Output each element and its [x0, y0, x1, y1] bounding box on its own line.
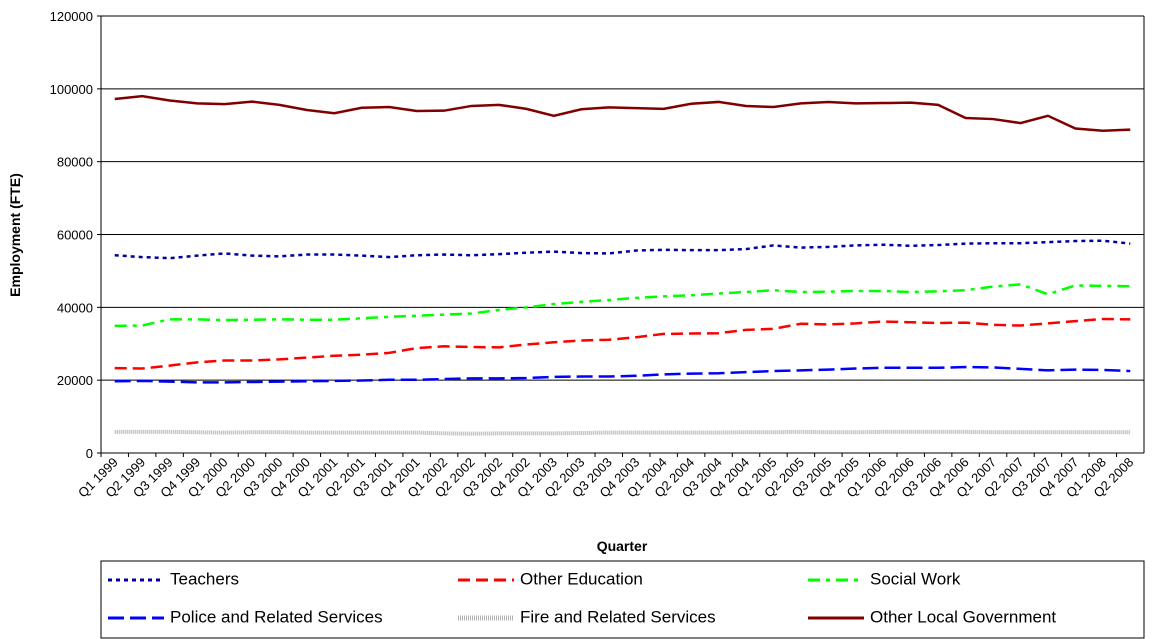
legend-label: Teachers — [170, 569, 239, 588]
y-axis-title: Employment (FTE) — [7, 173, 23, 297]
y-tick-label: 40000 — [57, 300, 93, 315]
series-line — [114, 94, 1131, 132]
legend-label: Social Work — [870, 569, 961, 588]
legend-box — [100, 560, 1145, 639]
series-line — [114, 283, 1131, 328]
y-tick-label: 80000 — [57, 155, 93, 170]
y-tick-label: 60000 — [57, 228, 93, 243]
series-line — [114, 429, 1131, 436]
legend-label: Other Local Government — [870, 607, 1056, 626]
series-line — [114, 365, 1131, 384]
legend-label: Other Education — [520, 569, 643, 588]
series-line — [114, 239, 1131, 260]
legend-label: Police and Related Services — [170, 607, 383, 626]
y-tick-label: 0 — [86, 446, 93, 461]
x-axis-title: Quarter — [597, 538, 648, 554]
legend-label: Fire and Related Services — [520, 607, 716, 626]
y-tick-label: 100000 — [50, 82, 93, 97]
series-line — [114, 317, 1131, 370]
y-tick-label: 120000 — [50, 9, 93, 24]
y-tick-label: 20000 — [57, 373, 93, 388]
